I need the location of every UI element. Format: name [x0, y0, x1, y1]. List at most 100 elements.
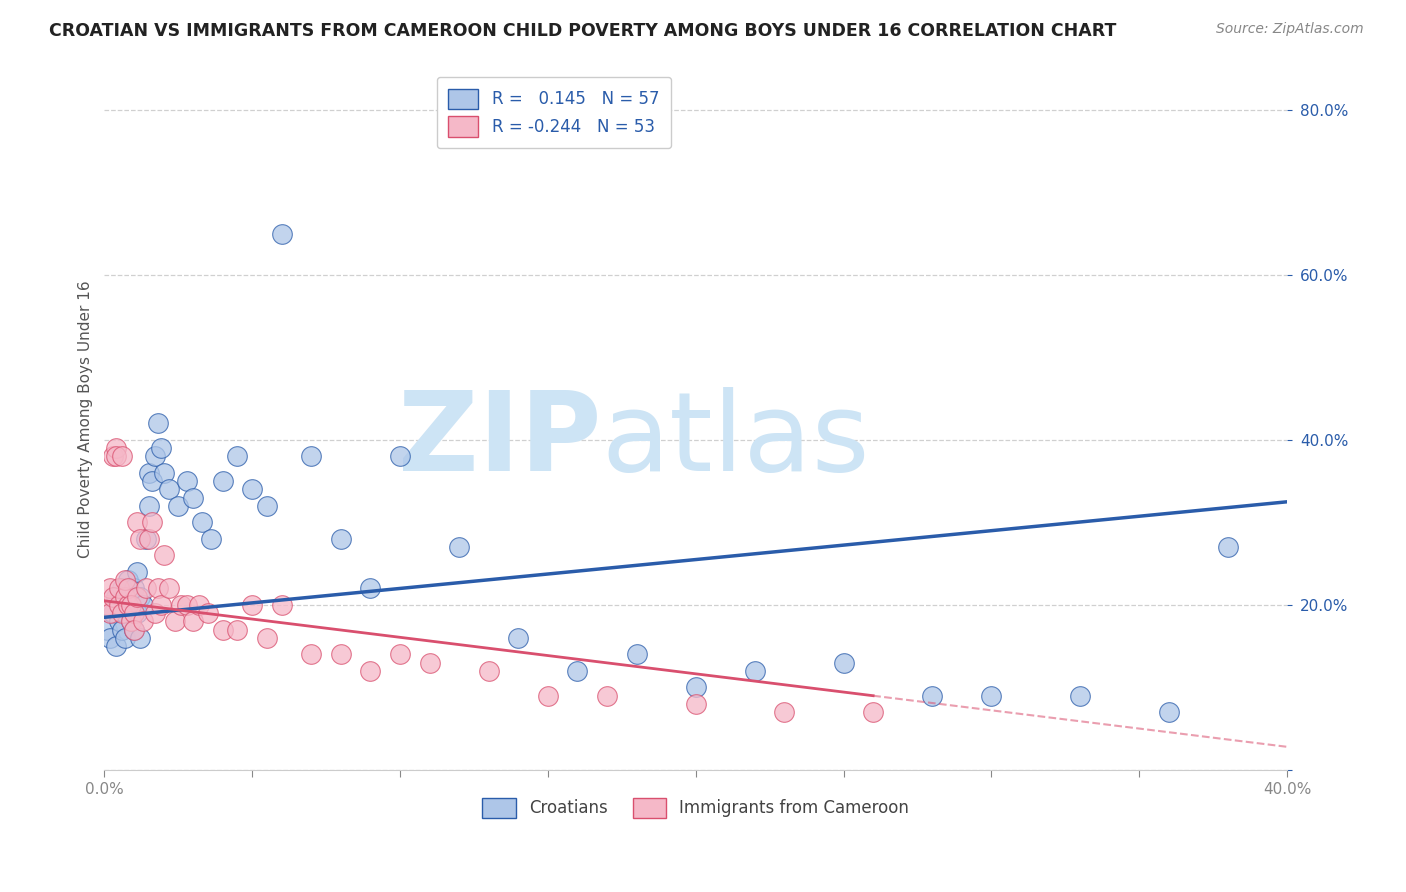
Point [159, 483, 181, 497]
Point [1069, 689, 1091, 703]
Point [128, 532, 150, 546]
Point [128, 590, 150, 604]
Point [111, 623, 134, 637]
Point [132, 598, 155, 612]
Point [114, 606, 136, 620]
Point [120, 598, 142, 612]
Point [567, 664, 589, 678]
Text: Source: ZipAtlas.com: Source: ZipAtlas.com [1216, 22, 1364, 37]
Point [226, 450, 249, 464]
Point [122, 623, 145, 637]
Point [132, 615, 155, 629]
Legend: Croatians, Immigrants from Cameroon: Croatians, Immigrants from Cameroon [475, 791, 915, 825]
Point [114, 573, 136, 587]
Point [120, 615, 142, 629]
Point [270, 227, 292, 241]
Point [159, 582, 181, 596]
Point [111, 450, 134, 464]
Point [211, 474, 233, 488]
Point [98, 631, 121, 645]
Point [125, 590, 148, 604]
Point [240, 598, 263, 612]
Point [143, 606, 166, 620]
Point [108, 615, 131, 629]
Point [111, 582, 134, 596]
Point [921, 689, 943, 703]
Point [114, 590, 136, 604]
Point [299, 450, 322, 464]
Point [122, 606, 145, 620]
Point [120, 615, 142, 629]
Point [508, 631, 530, 645]
Point [181, 491, 204, 505]
Point [103, 590, 125, 604]
Point [197, 606, 219, 620]
Point [152, 549, 174, 563]
Point [117, 573, 139, 587]
Point [96, 598, 118, 612]
Point [832, 656, 855, 670]
Point [125, 565, 148, 579]
Point [125, 606, 148, 620]
Point [98, 606, 121, 620]
Point [596, 689, 619, 703]
Point [149, 441, 172, 455]
Point [105, 639, 128, 653]
Text: atlas: atlas [602, 387, 870, 494]
Point [103, 606, 125, 620]
Point [685, 681, 707, 695]
Point [120, 598, 142, 612]
Point [419, 656, 441, 670]
Point [329, 648, 352, 662]
Point [200, 532, 222, 546]
Point [188, 598, 211, 612]
Point [128, 631, 150, 645]
Point [152, 466, 174, 480]
Point [176, 598, 198, 612]
Point [117, 590, 139, 604]
Point [146, 417, 169, 431]
Point [143, 450, 166, 464]
Point [360, 664, 382, 678]
Y-axis label: Child Poverty Among Boys Under 16: Child Poverty Among Boys Under 16 [79, 280, 93, 558]
Point [122, 582, 145, 596]
Text: CROATIAN VS IMMIGRANTS FROM CAMEROON CHILD POVERTY AMONG BOYS UNDER 16 CORRELATI: CROATIAN VS IMMIGRANTS FROM CAMEROON CHI… [49, 22, 1116, 40]
Point [108, 598, 131, 612]
Point [165, 615, 187, 629]
Point [96, 623, 118, 637]
Point [108, 582, 131, 596]
Point [449, 540, 471, 554]
Point [135, 582, 157, 596]
Point [138, 532, 160, 546]
Point [135, 532, 157, 546]
Point [141, 516, 163, 530]
Point [103, 450, 125, 464]
Point [105, 441, 128, 455]
Point [329, 532, 352, 546]
Point [389, 450, 412, 464]
Point [240, 483, 263, 497]
Point [685, 697, 707, 711]
Point [170, 598, 193, 612]
Point [167, 499, 190, 513]
Point [744, 664, 766, 678]
Point [478, 664, 501, 678]
Point [773, 705, 796, 719]
Point [98, 582, 121, 596]
Point [626, 648, 648, 662]
Point [141, 474, 163, 488]
Point [105, 590, 128, 604]
Point [226, 623, 249, 637]
Point [862, 705, 884, 719]
Point [1216, 540, 1239, 554]
Point [299, 648, 322, 662]
Point [149, 598, 172, 612]
Point [537, 689, 560, 703]
Point [191, 516, 214, 530]
Point [138, 466, 160, 480]
Point [1157, 705, 1180, 719]
Point [980, 689, 1002, 703]
Point [181, 615, 204, 629]
Point [389, 648, 412, 662]
Point [125, 516, 148, 530]
